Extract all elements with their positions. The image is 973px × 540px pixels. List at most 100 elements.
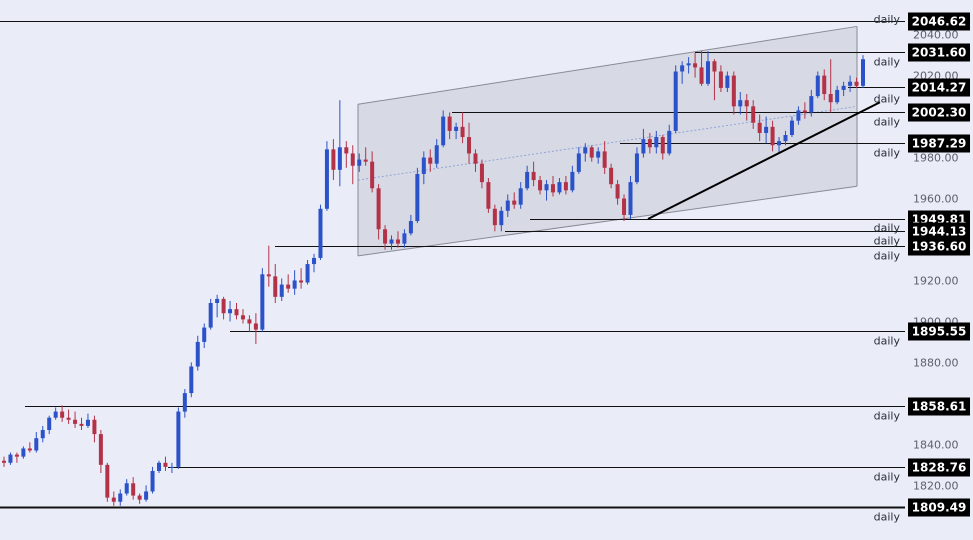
candle bbox=[118, 489, 123, 506]
level-timeframe-tag: daily bbox=[874, 116, 901, 129]
candle bbox=[531, 161, 536, 187]
candle bbox=[421, 151, 426, 185]
candle-body bbox=[195, 341, 200, 367]
candle bbox=[344, 141, 349, 168]
candle bbox=[525, 165, 530, 191]
candle-body bbox=[563, 182, 568, 191]
candle bbox=[518, 182, 523, 209]
candle-body bbox=[92, 419, 97, 435]
candlestick-series bbox=[1, 51, 866, 506]
price-label-text: 1987.29 bbox=[912, 137, 967, 151]
candle-body bbox=[305, 264, 310, 283]
candle bbox=[705, 51, 710, 86]
candle bbox=[40, 425, 45, 443]
candle-body bbox=[137, 495, 142, 500]
level-timeframe-tag: daily bbox=[874, 222, 901, 235]
candle bbox=[305, 259, 310, 285]
candle-body bbox=[266, 274, 271, 277]
candle-body bbox=[60, 411, 65, 418]
candle bbox=[376, 184, 381, 240]
candle-body bbox=[783, 135, 788, 142]
candle-body bbox=[169, 466, 174, 468]
candle bbox=[447, 112, 452, 140]
candle bbox=[667, 124, 672, 156]
candle-body bbox=[654, 137, 659, 148]
candle-body bbox=[312, 257, 317, 265]
candle bbox=[21, 446, 26, 459]
candle bbox=[479, 159, 484, 189]
candle-body bbox=[570, 171, 575, 191]
price-label-text: 2046.62 bbox=[912, 15, 967, 29]
candle bbox=[802, 102, 807, 119]
candle bbox=[273, 264, 278, 303]
candle bbox=[395, 231, 400, 248]
candle bbox=[693, 53, 698, 78]
candle bbox=[53, 407, 58, 420]
regression-channel bbox=[357, 25, 858, 257]
candle bbox=[234, 302, 239, 320]
y-axis-ticks: 1820.001840.001860.001880.001900.001920.… bbox=[913, 29, 959, 493]
candle-body bbox=[40, 430, 45, 439]
candle-body bbox=[395, 239, 400, 244]
price-label-box bbox=[908, 322, 970, 341]
candle bbox=[467, 122, 472, 164]
candle-body bbox=[273, 276, 278, 297]
candle-body bbox=[111, 497, 116, 502]
candle bbox=[415, 167, 420, 224]
candle-body bbox=[383, 229, 388, 244]
candle-body bbox=[770, 126, 775, 146]
candle-body bbox=[751, 106, 756, 123]
candle-body bbox=[1, 460, 7, 463]
price-label-text: 2031.60 bbox=[912, 46, 967, 60]
price-label-text: 1936.60 bbox=[912, 240, 967, 254]
candle bbox=[796, 106, 801, 125]
candle-body bbox=[796, 110, 801, 121]
candle-body bbox=[441, 116, 446, 146]
candle-body bbox=[434, 145, 439, 164]
price-label-text: 1858.61 bbox=[912, 400, 967, 414]
candle bbox=[783, 130, 788, 146]
candle bbox=[660, 135, 665, 160]
candle bbox=[576, 147, 581, 174]
candle-body bbox=[822, 75, 827, 95]
candle-body bbox=[144, 491, 149, 500]
y-tick-label: 1840.00 bbox=[913, 438, 959, 451]
candle-body bbox=[686, 63, 691, 66]
candle-body bbox=[234, 309, 239, 316]
candle-body bbox=[505, 200, 510, 211]
candle-body bbox=[712, 61, 717, 72]
channel-upper-line bbox=[357, 25, 858, 105]
candle bbox=[402, 229, 407, 248]
candle-body bbox=[299, 280, 304, 283]
candle bbox=[79, 417, 84, 431]
candle-body bbox=[738, 100, 743, 107]
candle-body bbox=[402, 233, 407, 244]
candle-body bbox=[615, 184, 620, 199]
candle bbox=[124, 479, 129, 496]
candle-body bbox=[286, 284, 291, 289]
candle-body bbox=[428, 157, 433, 164]
candle-body bbox=[609, 167, 614, 185]
candle bbox=[848, 75, 853, 92]
candle-body bbox=[731, 75, 736, 107]
candle bbox=[169, 462, 174, 474]
candle-body bbox=[247, 319, 252, 324]
candle-body bbox=[150, 470, 155, 492]
candle bbox=[757, 114, 762, 142]
candle-body bbox=[389, 239, 394, 244]
level-timeframe-tag: daily bbox=[874, 471, 901, 484]
candle-body bbox=[647, 139, 652, 148]
level-timeframe-tag: daily bbox=[874, 56, 901, 69]
candle bbox=[512, 192, 517, 209]
candle-body bbox=[802, 110, 807, 113]
candle-body bbox=[848, 81, 853, 86]
candle-body bbox=[705, 61, 710, 84]
price-label-text: 1895.55 bbox=[912, 325, 967, 339]
candle bbox=[92, 415, 97, 443]
candle bbox=[434, 139, 439, 168]
candle bbox=[144, 485, 149, 502]
candle bbox=[318, 204, 323, 260]
trendline-group bbox=[647, 101, 881, 220]
candle-body bbox=[331, 149, 336, 170]
candle bbox=[312, 253, 317, 273]
